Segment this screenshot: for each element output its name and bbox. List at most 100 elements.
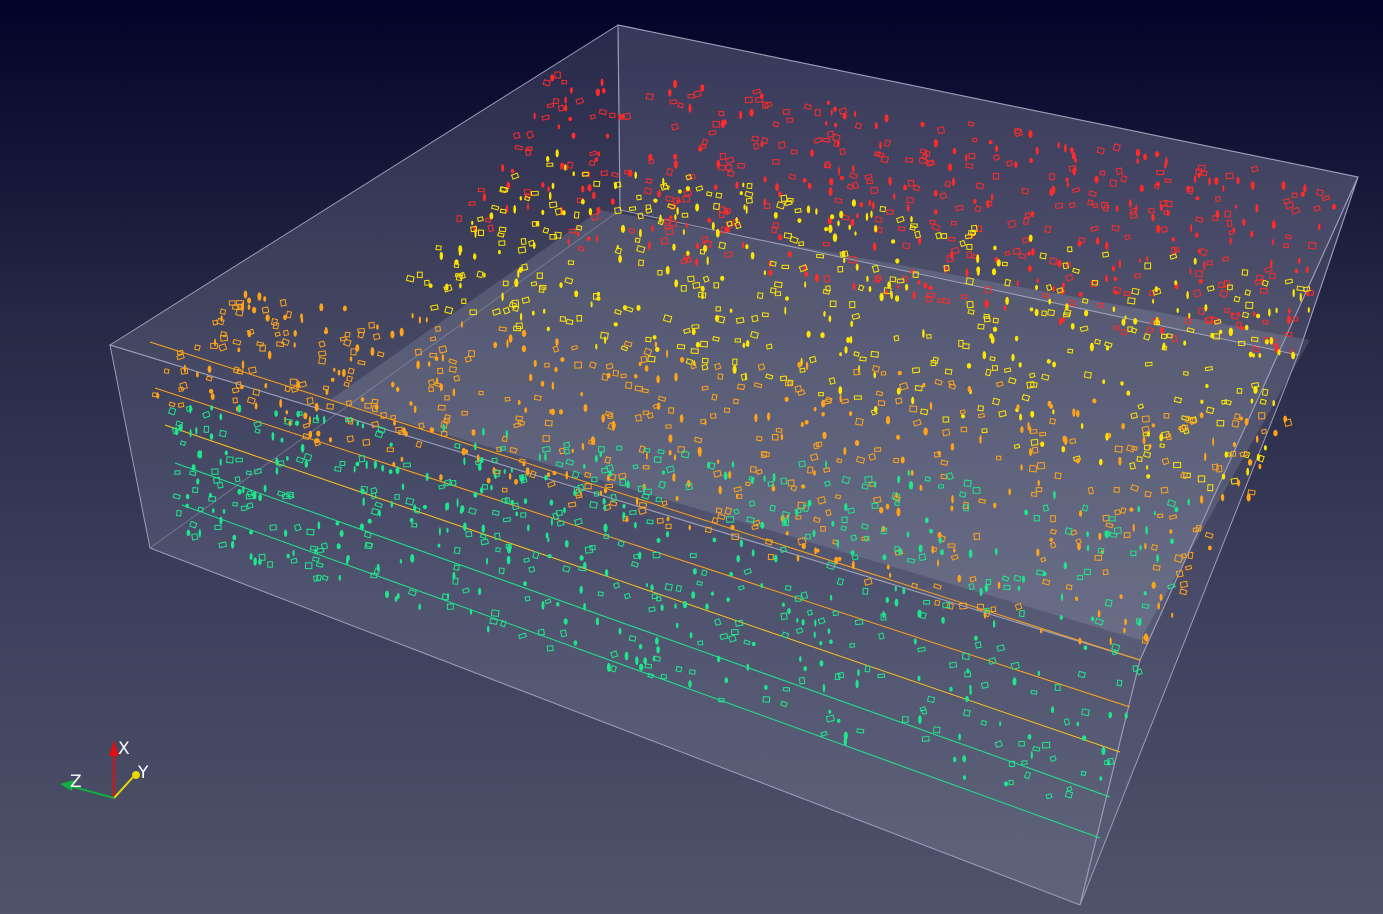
glyph-marker — [653, 456, 662, 464]
glyph-marker — [216, 481, 224, 489]
glyph-marker — [564, 164, 567, 171]
glyph-marker — [836, 577, 845, 586]
glyph-marker — [614, 206, 622, 215]
glyph-marker — [531, 310, 535, 316]
glyph-marker — [1051, 185, 1056, 195]
glyph-marker — [783, 519, 787, 526]
glyph-marker — [1225, 172, 1234, 180]
glyph-marker — [565, 318, 574, 325]
glyph-marker — [237, 404, 242, 413]
glyph-marker — [1173, 396, 1183, 404]
glyph-marker — [599, 331, 609, 340]
glyph-marker — [735, 316, 745, 324]
glyph-marker — [554, 207, 563, 216]
glyph-marker — [290, 385, 299, 393]
contour-line-yellow — [164, 424, 1121, 753]
glyph-marker — [212, 508, 215, 513]
glyph-marker — [228, 300, 236, 306]
glyph-marker — [665, 265, 670, 275]
glyph-marker — [802, 178, 807, 183]
glyph-marker — [569, 87, 573, 94]
glyph-marker — [1050, 706, 1055, 714]
glyph-marker — [767, 480, 774, 487]
glyph-marker — [779, 546, 787, 553]
glyph-marker — [317, 521, 321, 530]
glyph-marker — [589, 544, 596, 551]
glyph-marker — [856, 728, 865, 734]
glyph-marker — [944, 368, 953, 375]
glyph-marker — [550, 517, 553, 526]
glyph-marker — [1156, 169, 1165, 176]
glyph-marker — [1027, 265, 1032, 272]
glyph-marker — [798, 241, 805, 247]
glyph-marker — [333, 367, 336, 372]
glyph-marker — [514, 144, 523, 151]
glyph-marker — [1238, 340, 1246, 347]
glyph-marker — [1174, 280, 1178, 286]
glyph-marker — [662, 184, 670, 190]
glyph-cloud — [152, 71, 1336, 800]
glyph-marker — [994, 740, 1003, 749]
glyph-marker — [909, 405, 918, 413]
glyph-marker — [399, 327, 404, 337]
glyph-marker — [963, 504, 970, 512]
glyph-marker — [1130, 412, 1138, 420]
glyph-marker — [1132, 523, 1135, 532]
glyph-marker — [208, 495, 217, 503]
glyph-marker — [666, 516, 670, 522]
glyph-marker — [1131, 287, 1140, 296]
glyph-marker — [487, 224, 495, 233]
glyph-marker — [1246, 467, 1250, 476]
glyph-marker — [815, 273, 819, 283]
glyph-marker — [951, 494, 954, 504]
orientation-axes[interactable]: X Y Z — [60, 739, 149, 799]
glyph-marker — [936, 126, 946, 135]
glyph-marker — [232, 534, 237, 541]
glyph-marker — [698, 146, 703, 152]
glyph-marker — [1204, 452, 1207, 462]
glyph-marker — [280, 437, 284, 443]
glyph-marker — [1166, 209, 1169, 216]
glyph-marker — [267, 350, 272, 360]
glyph-marker — [285, 310, 293, 319]
glyph-marker — [692, 568, 697, 575]
glyph-marker — [371, 398, 379, 405]
glyph-marker — [230, 540, 235, 549]
glyph-marker — [634, 374, 638, 379]
glyph-marker — [521, 329, 527, 337]
glyph-marker — [1016, 404, 1020, 410]
glyph-marker — [395, 426, 403, 434]
glyph-marker — [912, 419, 922, 427]
glyph-marker — [1228, 327, 1234, 337]
glyph-marker — [689, 632, 693, 639]
glyph-marker — [573, 486, 580, 494]
glyph-marker — [1189, 417, 1198, 426]
glyph-marker — [464, 449, 469, 454]
glyph-marker — [828, 187, 833, 196]
glyph-marker — [837, 671, 845, 679]
glyph-marker — [935, 231, 943, 240]
glyph-marker — [821, 400, 826, 408]
glyph-marker — [415, 440, 423, 449]
glyph-marker — [690, 348, 699, 355]
glyph-marker — [958, 733, 961, 741]
glyph-marker — [245, 493, 254, 500]
glyph-marker — [486, 625, 490, 633]
glyph-marker — [988, 657, 997, 665]
glyph-marker — [1284, 278, 1294, 285]
glyph-marker — [675, 622, 679, 629]
glyph-marker — [911, 396, 915, 405]
glyph-marker — [437, 543, 441, 548]
glyph-marker — [991, 397, 1001, 406]
glyph-marker — [727, 170, 735, 177]
glyph-marker — [1184, 415, 1194, 424]
glyph-marker — [809, 453, 819, 462]
glyph-marker — [854, 231, 857, 236]
glyph-marker — [1063, 436, 1068, 445]
glyph-marker — [699, 144, 707, 149]
glyph-marker — [717, 513, 726, 521]
glyph-marker — [414, 348, 422, 356]
glyph-marker — [409, 401, 413, 406]
